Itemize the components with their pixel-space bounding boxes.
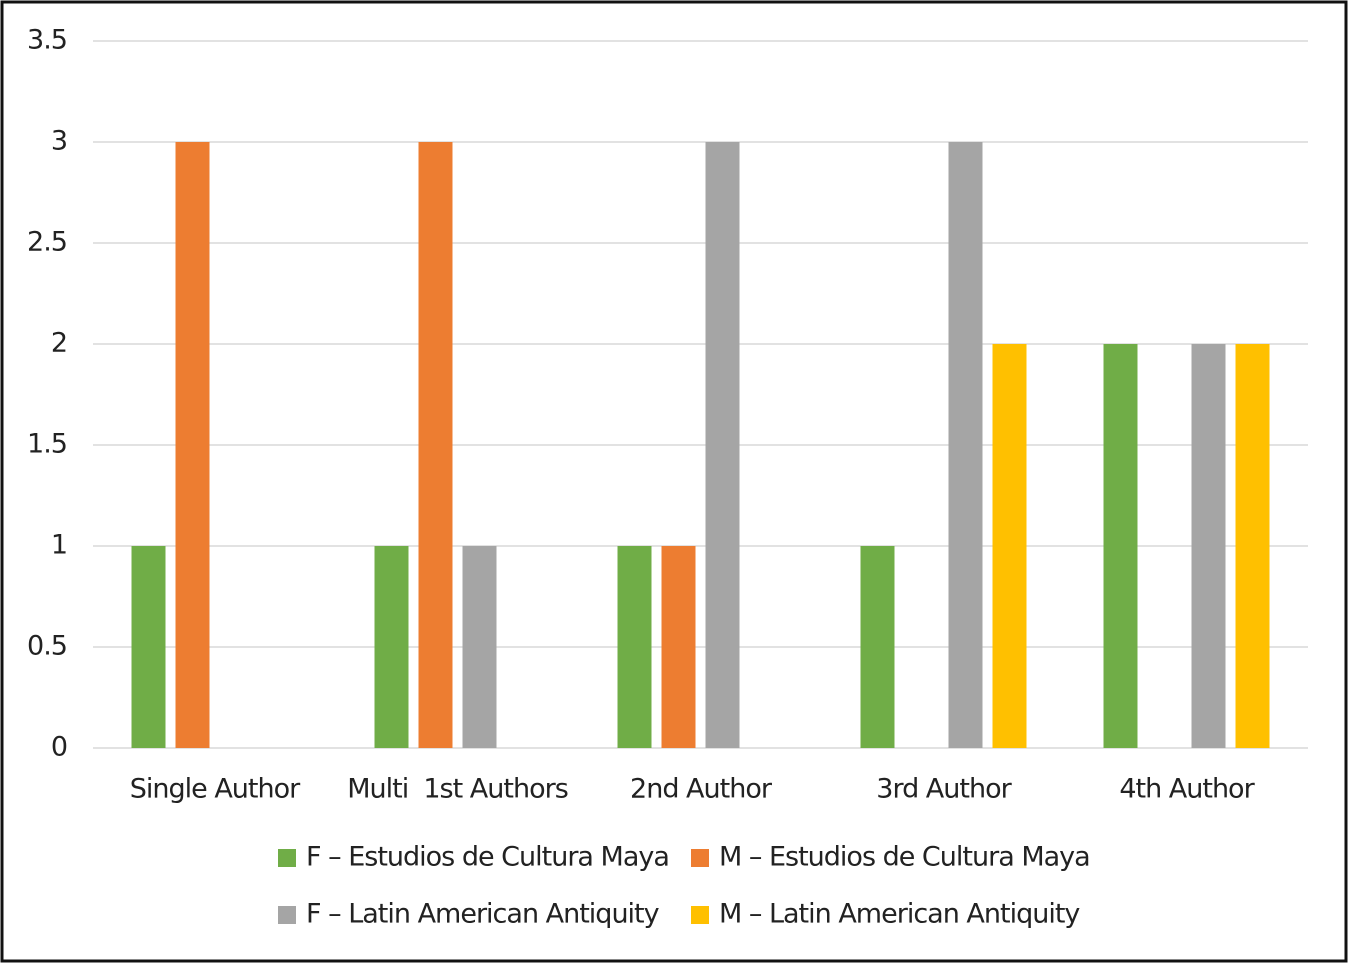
x-tick-label: Single Author bbox=[130, 774, 301, 805]
legend-swatch bbox=[691, 906, 709, 924]
bar bbox=[1191, 344, 1226, 748]
y-tick-label: 1 bbox=[51, 530, 67, 561]
x-tick-label: 4th Author bbox=[1119, 774, 1255, 805]
bar bbox=[131, 546, 166, 748]
y-tick-label: 3.5 bbox=[27, 25, 67, 56]
legend-label: M – Latin American Antiquity bbox=[719, 899, 1080, 930]
legend-label: F – Estudios de Cultura Maya bbox=[306, 842, 669, 873]
legend-label: M – Estudios de Cultura Maya bbox=[719, 842, 1090, 873]
y-tick-label: 0 bbox=[51, 732, 67, 763]
bar bbox=[992, 344, 1027, 748]
bar bbox=[705, 142, 740, 748]
legend-swatch bbox=[278, 906, 296, 924]
bar bbox=[418, 142, 453, 748]
legend-label: F – Latin American Antiquity bbox=[306, 899, 660, 930]
y-tick-label: 2.5 bbox=[27, 227, 67, 258]
legend-swatch bbox=[691, 849, 709, 867]
x-tick-label: 2nd Author bbox=[630, 774, 773, 805]
bar bbox=[1103, 344, 1138, 748]
x-tick-label: Multi 1st Authors bbox=[347, 774, 568, 805]
bar bbox=[175, 142, 210, 748]
legend-swatch bbox=[278, 849, 296, 867]
bar bbox=[860, 546, 895, 748]
bar bbox=[462, 546, 497, 748]
x-tick-label: 3rd Author bbox=[876, 774, 1012, 805]
y-tick-label: 1.5 bbox=[27, 429, 67, 460]
bar bbox=[661, 546, 696, 748]
bar bbox=[1235, 344, 1270, 748]
bar bbox=[374, 546, 409, 748]
y-tick-label: 2 bbox=[51, 328, 67, 359]
bar bbox=[948, 142, 983, 748]
y-tick-label: 0.5 bbox=[27, 631, 67, 662]
y-tick-label: 3 bbox=[51, 126, 67, 157]
bar bbox=[617, 546, 652, 748]
